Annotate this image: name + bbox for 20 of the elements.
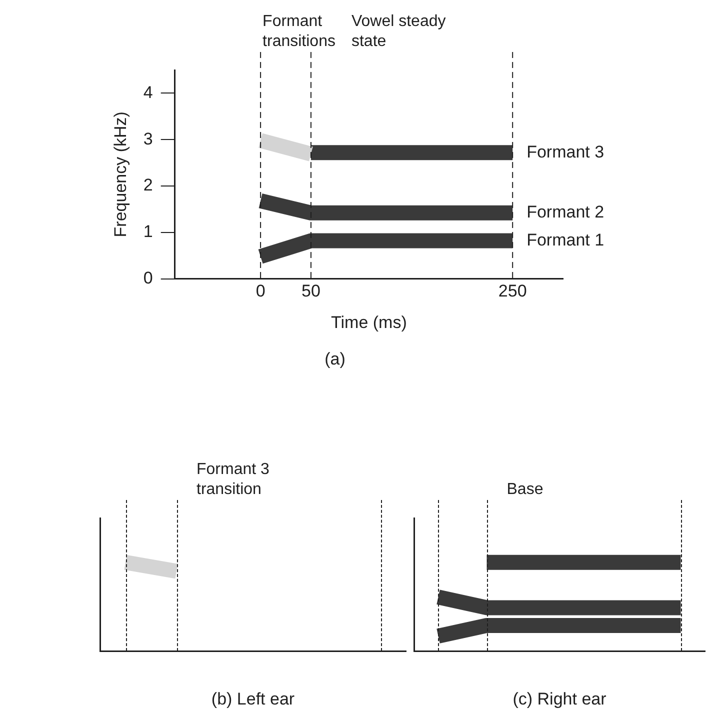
text: (b) Left ear <box>211 689 295 708</box>
series-label: Formant 3 <box>526 142 604 162</box>
text: Base <box>506 481 544 498</box>
text: (c) Right ear <box>512 689 607 708</box>
text: (a) <box>324 349 346 368</box>
y-tick-label: 4 <box>143 82 153 102</box>
x-tick-label: 250 <box>498 282 527 301</box>
y-tick-label: 1 <box>143 222 153 242</box>
y-tick-label: 0 <box>143 268 153 288</box>
x-tick-label: 50 <box>301 282 320 301</box>
y-axis-title: Frequency (kHz) <box>110 112 130 238</box>
text: Vowel steady state <box>351 13 446 50</box>
y-tick-label: 3 <box>143 129 153 148</box>
series-label: Formant 2 <box>526 202 604 222</box>
series-label: Formant 1 <box>526 230 604 250</box>
y-tick-label: 2 <box>143 176 153 195</box>
x-tick-label: 0 <box>256 282 266 301</box>
text: Formant transitions <box>262 13 336 50</box>
text: Formant 3 transition <box>196 461 270 498</box>
x-axis-title: Time (ms) <box>331 313 407 332</box>
